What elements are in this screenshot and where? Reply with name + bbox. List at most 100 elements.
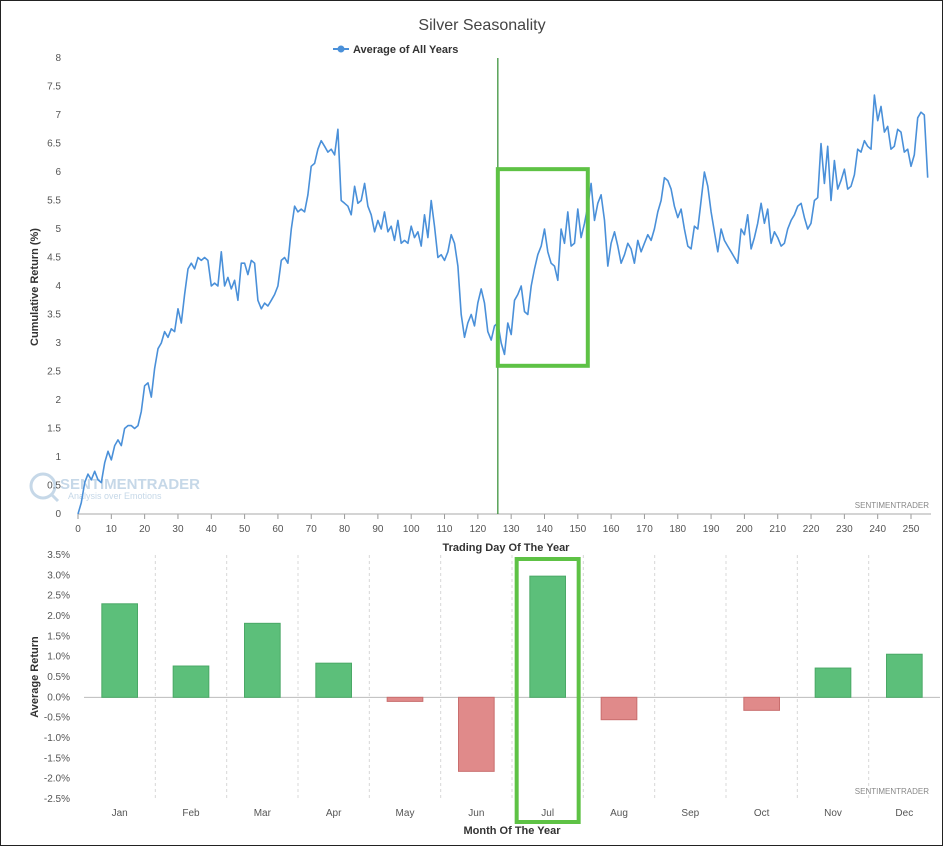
series-line-average-of-all-years xyxy=(77,94,929,515)
top-x-tick-label: 170 xyxy=(636,524,653,535)
top-y-tick-label: 3.5 xyxy=(47,310,61,321)
bottom-x-tick-label: Nov xyxy=(824,808,842,819)
top-x-tick-label: 150 xyxy=(569,524,586,535)
top-y-ticks: 0 0.5 1 1.5 2 2.5 3 3.5 4 4.5 5 5.5 6 6.5 7 7.5 8 xyxy=(47,53,61,520)
top-x-tick-label: 60 xyxy=(272,524,284,535)
bottom-y-tick-label: -2.0% xyxy=(44,774,70,785)
top-x-tick-label: 30 xyxy=(172,524,184,535)
top-x-tick-label: 0 xyxy=(75,524,81,535)
legend-label: Average of All Years xyxy=(353,44,458,56)
top-x-tick-label: 70 xyxy=(306,524,318,535)
top-x-tick-label: 200 xyxy=(736,524,753,535)
top-x-tick-label: 240 xyxy=(869,524,886,535)
bar-dec xyxy=(886,653,923,698)
bottom-x-tick-label: Jan xyxy=(112,808,128,819)
top-y-tick-label: 1.5 xyxy=(47,424,61,435)
top-y-tick-label: 7.5 xyxy=(47,82,61,93)
top-y-tick-label: 6 xyxy=(55,167,61,178)
top-x-tick-label: 190 xyxy=(703,524,720,535)
bottom-x-tick-label: Jul xyxy=(541,808,554,819)
bottom-x-tick-label: Aug xyxy=(610,808,628,819)
bottom-bars xyxy=(101,575,923,772)
top-y-tick-label: 2 xyxy=(55,395,61,406)
bottom-credit: SENTIMENTRADER xyxy=(855,787,929,796)
bottom-x-tick-label: Oct xyxy=(754,808,770,819)
bottom-y-tick-label: 1.5% xyxy=(47,631,70,642)
top-x-tick-label: 40 xyxy=(206,524,218,535)
bar-jun xyxy=(458,696,495,772)
top-x-tick-label: 100 xyxy=(403,524,420,535)
top-x-tick-label: 250 xyxy=(903,524,920,535)
top-x-tick-label: 10 xyxy=(106,524,118,535)
bottom-x-tick-label: Feb xyxy=(182,808,200,819)
bottom-y-tick-label: -2.5% xyxy=(44,794,70,805)
top-x-tick-label: 210 xyxy=(769,524,786,535)
bottom-y-tick-label: 0.0% xyxy=(47,692,70,703)
bottom-y-tick-label: -1.0% xyxy=(44,733,70,744)
bar-jan xyxy=(101,603,139,698)
bar-may xyxy=(386,696,424,702)
top-y-tick-label: 2.5 xyxy=(47,367,61,378)
top-x-tick-label: 230 xyxy=(836,524,853,535)
top-x-tick-label: 110 xyxy=(437,524,453,535)
legend-marker-icon xyxy=(337,45,345,53)
top-x-tick-label: 80 xyxy=(339,524,351,535)
watermark-magnifier-icon xyxy=(29,472,57,500)
top-x-tick-label: 180 xyxy=(669,524,686,535)
bottom-x-tick-label: Sep xyxy=(681,808,699,819)
watermark-magnifier-handle xyxy=(49,492,60,503)
watermark-name: SENTIMENTRADER xyxy=(60,476,200,493)
bar-nov xyxy=(814,667,852,698)
top-y-axis-title: Cumulative Return (%) xyxy=(29,228,41,346)
top-y-tick-label: 0 xyxy=(55,509,61,520)
top-x-axis-title: Trading Day Of The Year xyxy=(443,542,571,554)
bottom-x-tick-label: Jun xyxy=(468,808,484,819)
chart-title: Silver Seasonality xyxy=(418,17,545,34)
bottom-y-axis-title: Average Return xyxy=(29,636,41,718)
top-x-tick-label: 220 xyxy=(803,524,820,535)
top-x-tick-label: 20 xyxy=(139,524,151,535)
bottom-x-tick-label: Dec xyxy=(895,808,913,819)
bottom-y-tick-label: 3.0% xyxy=(47,570,70,581)
top-y-tick-label: 4 xyxy=(55,281,61,292)
top-y-tick-label: 4.5 xyxy=(47,253,61,264)
highlight-box-top xyxy=(495,167,590,368)
top-y-tick-label: 1 xyxy=(55,452,61,463)
top-x-ticks: 0 10 20 30 40 50 60 70 80 90 100 110 120 130 140 150 160… xyxy=(75,514,920,535)
top-y-tick-label: 7 xyxy=(55,110,61,121)
top-x-tick-label: 50 xyxy=(239,524,251,535)
bar-feb xyxy=(172,665,210,698)
top-credit: SENTIMENTRADER xyxy=(855,501,929,510)
bar-mar xyxy=(244,622,281,698)
bottom-y-tick-label: -1.5% xyxy=(44,753,70,764)
bottom-y-tick-label: 0.5% xyxy=(47,672,70,683)
bottom-category-grid xyxy=(154,555,870,799)
top-y-tick-label: 6.5 xyxy=(47,139,61,150)
legend: Average of All Years xyxy=(333,44,458,56)
bottom-y-tick-label: 2.0% xyxy=(47,611,70,622)
top-x-tick-label: 90 xyxy=(372,524,384,535)
bottom-y-tick-label: -0.5% xyxy=(44,713,70,724)
bottom-y-ticks: 3.5% 3.0% 2.5% 2.0% 1.5% 1.0% 0.5% 0.0% -0.5% -1.… xyxy=(44,550,70,805)
bottom-y-tick-label: 1.0% xyxy=(47,652,70,663)
top-y-tick-label: 3 xyxy=(55,338,61,349)
bottom-x-axis-title: Month Of The Year xyxy=(464,825,562,837)
watermark-tagline: Analysis over Emotions xyxy=(68,491,162,501)
bottom-y-tick-label: 3.5% xyxy=(47,550,70,561)
top-y-tick-label: 5 xyxy=(55,224,61,235)
top-x-tick-label: 160 xyxy=(603,524,620,535)
top-x-tick-label: 120 xyxy=(470,524,487,535)
bottom-y-tick-label: 2.5% xyxy=(47,591,70,602)
bottom-x-ticks: Jan Feb Mar Apr May Jun Jul Aug Sep Oct Nov Dec xyxy=(112,808,914,819)
bar-apr xyxy=(315,662,353,698)
highlight-box-bottom xyxy=(514,557,581,824)
top-x-tick-label: 140 xyxy=(536,524,553,535)
top-x-tick-label: 130 xyxy=(503,524,520,535)
top-y-tick-label: 5.5 xyxy=(47,196,61,207)
watermark: SENTIMENTRADER Analysis over Emotions xyxy=(29,472,200,503)
bar-jul xyxy=(529,575,566,698)
bar-aug xyxy=(600,696,638,721)
bar-oct xyxy=(743,696,780,711)
bottom-x-tick-label: Mar xyxy=(254,808,272,819)
